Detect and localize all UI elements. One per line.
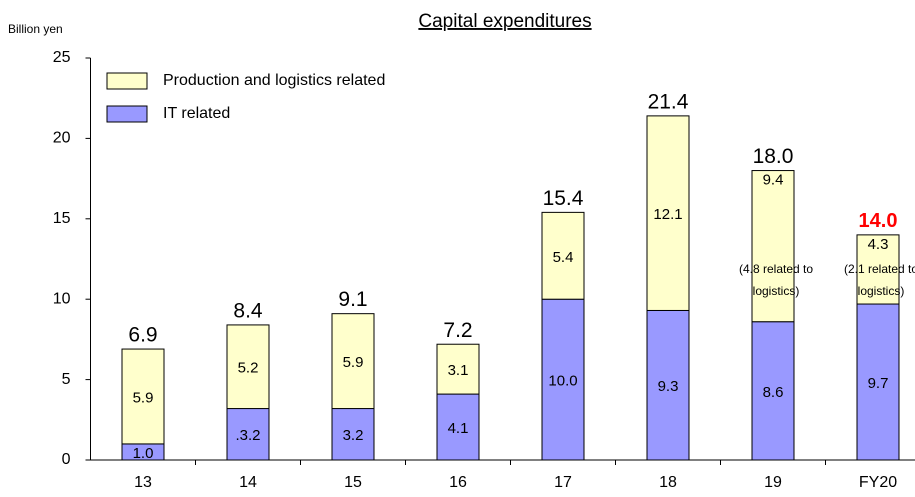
annotation: (2.1 related to <box>844 262 915 276</box>
total-label: 7.2 <box>443 319 472 342</box>
annotation: logistics) <box>858 284 905 298</box>
x-tick-label: 15 <box>344 474 362 491</box>
bar-segment <box>226 408 270 461</box>
data-label: 8.6 <box>763 384 784 401</box>
total-label: 15.4 <box>543 187 584 210</box>
data-label: 4.1 <box>448 420 469 437</box>
x-tick-label: FY20 <box>859 474 897 491</box>
bar-segment <box>646 309 690 461</box>
legend-label: Production and logistics related <box>163 72 385 89</box>
bar-segment <box>646 115 690 311</box>
x-tick-label: 13 <box>134 474 152 491</box>
bar-segment <box>856 303 900 461</box>
bar-segment <box>751 170 795 323</box>
x-tick-label: 17 <box>554 474 572 491</box>
bar-segment <box>541 211 585 300</box>
bar-segment <box>856 234 900 305</box>
y-tick-label: 10 <box>53 290 71 307</box>
data-label: 1.0 <box>133 445 154 462</box>
data-label: 4.3 <box>868 236 889 253</box>
data-label: 5.4 <box>553 249 574 266</box>
total-label: 14.0 <box>859 210 898 232</box>
data-label: 5.9 <box>133 389 154 406</box>
x-tick-label: 18 <box>659 474 677 491</box>
data-label: 9.7 <box>868 375 889 392</box>
data-label: 5.9 <box>343 354 364 371</box>
x-tick-label: 16 <box>449 474 467 491</box>
y-tick-label: 0 <box>62 451 71 468</box>
annotation: logistics) <box>753 284 800 298</box>
data-label: 3.1 <box>448 362 469 379</box>
data-label: 12.1 <box>653 206 682 223</box>
y-tick-label: 25 <box>53 49 71 66</box>
legend-label: IT related <box>163 105 230 122</box>
data-label: 9.3 <box>658 378 679 395</box>
legend-swatch <box>106 72 148 90</box>
legend-swatch <box>106 105 148 123</box>
y-axis-label: Billion yen <box>8 22 63 36</box>
total-label: 18.0 <box>753 145 794 168</box>
x-tick-label: 19 <box>764 474 782 491</box>
bar-segment <box>226 324 270 410</box>
total-label: 6.9 <box>128 324 157 347</box>
bar-segment <box>331 408 375 461</box>
data-label: 5.2 <box>238 360 259 377</box>
total-label: 9.1 <box>338 288 367 311</box>
x-tick-label: 14 <box>239 474 257 491</box>
annotation: (4.8 related to <box>739 262 813 276</box>
chart-title: Capital expenditures <box>418 11 591 32</box>
bar-segment <box>121 348 165 445</box>
y-tick-label: 20 <box>53 130 71 147</box>
data-label: 3.2 <box>343 427 364 444</box>
y-tick-label: 5 <box>62 371 71 388</box>
bar-segment <box>436 343 480 395</box>
data-label: 9.4 <box>763 172 784 189</box>
bar-segment <box>751 321 795 461</box>
bar-segment <box>331 313 375 410</box>
bar-segment <box>541 298 585 461</box>
bar-segment <box>436 393 480 461</box>
data-label: 10.0 <box>548 373 577 390</box>
data-label: .3.2 <box>235 427 260 444</box>
total-label: 21.4 <box>648 90 689 113</box>
total-label: 8.4 <box>233 299 263 322</box>
y-tick-label: 15 <box>53 210 71 227</box>
